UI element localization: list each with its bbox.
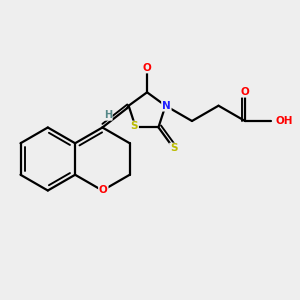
Text: OH: OH	[276, 116, 293, 126]
Text: O: O	[99, 184, 108, 195]
Text: N: N	[162, 101, 171, 111]
Text: O: O	[241, 87, 249, 97]
Text: O: O	[143, 63, 152, 73]
Text: S: S	[130, 122, 138, 131]
Text: S: S	[170, 143, 178, 154]
Text: H: H	[104, 110, 112, 120]
